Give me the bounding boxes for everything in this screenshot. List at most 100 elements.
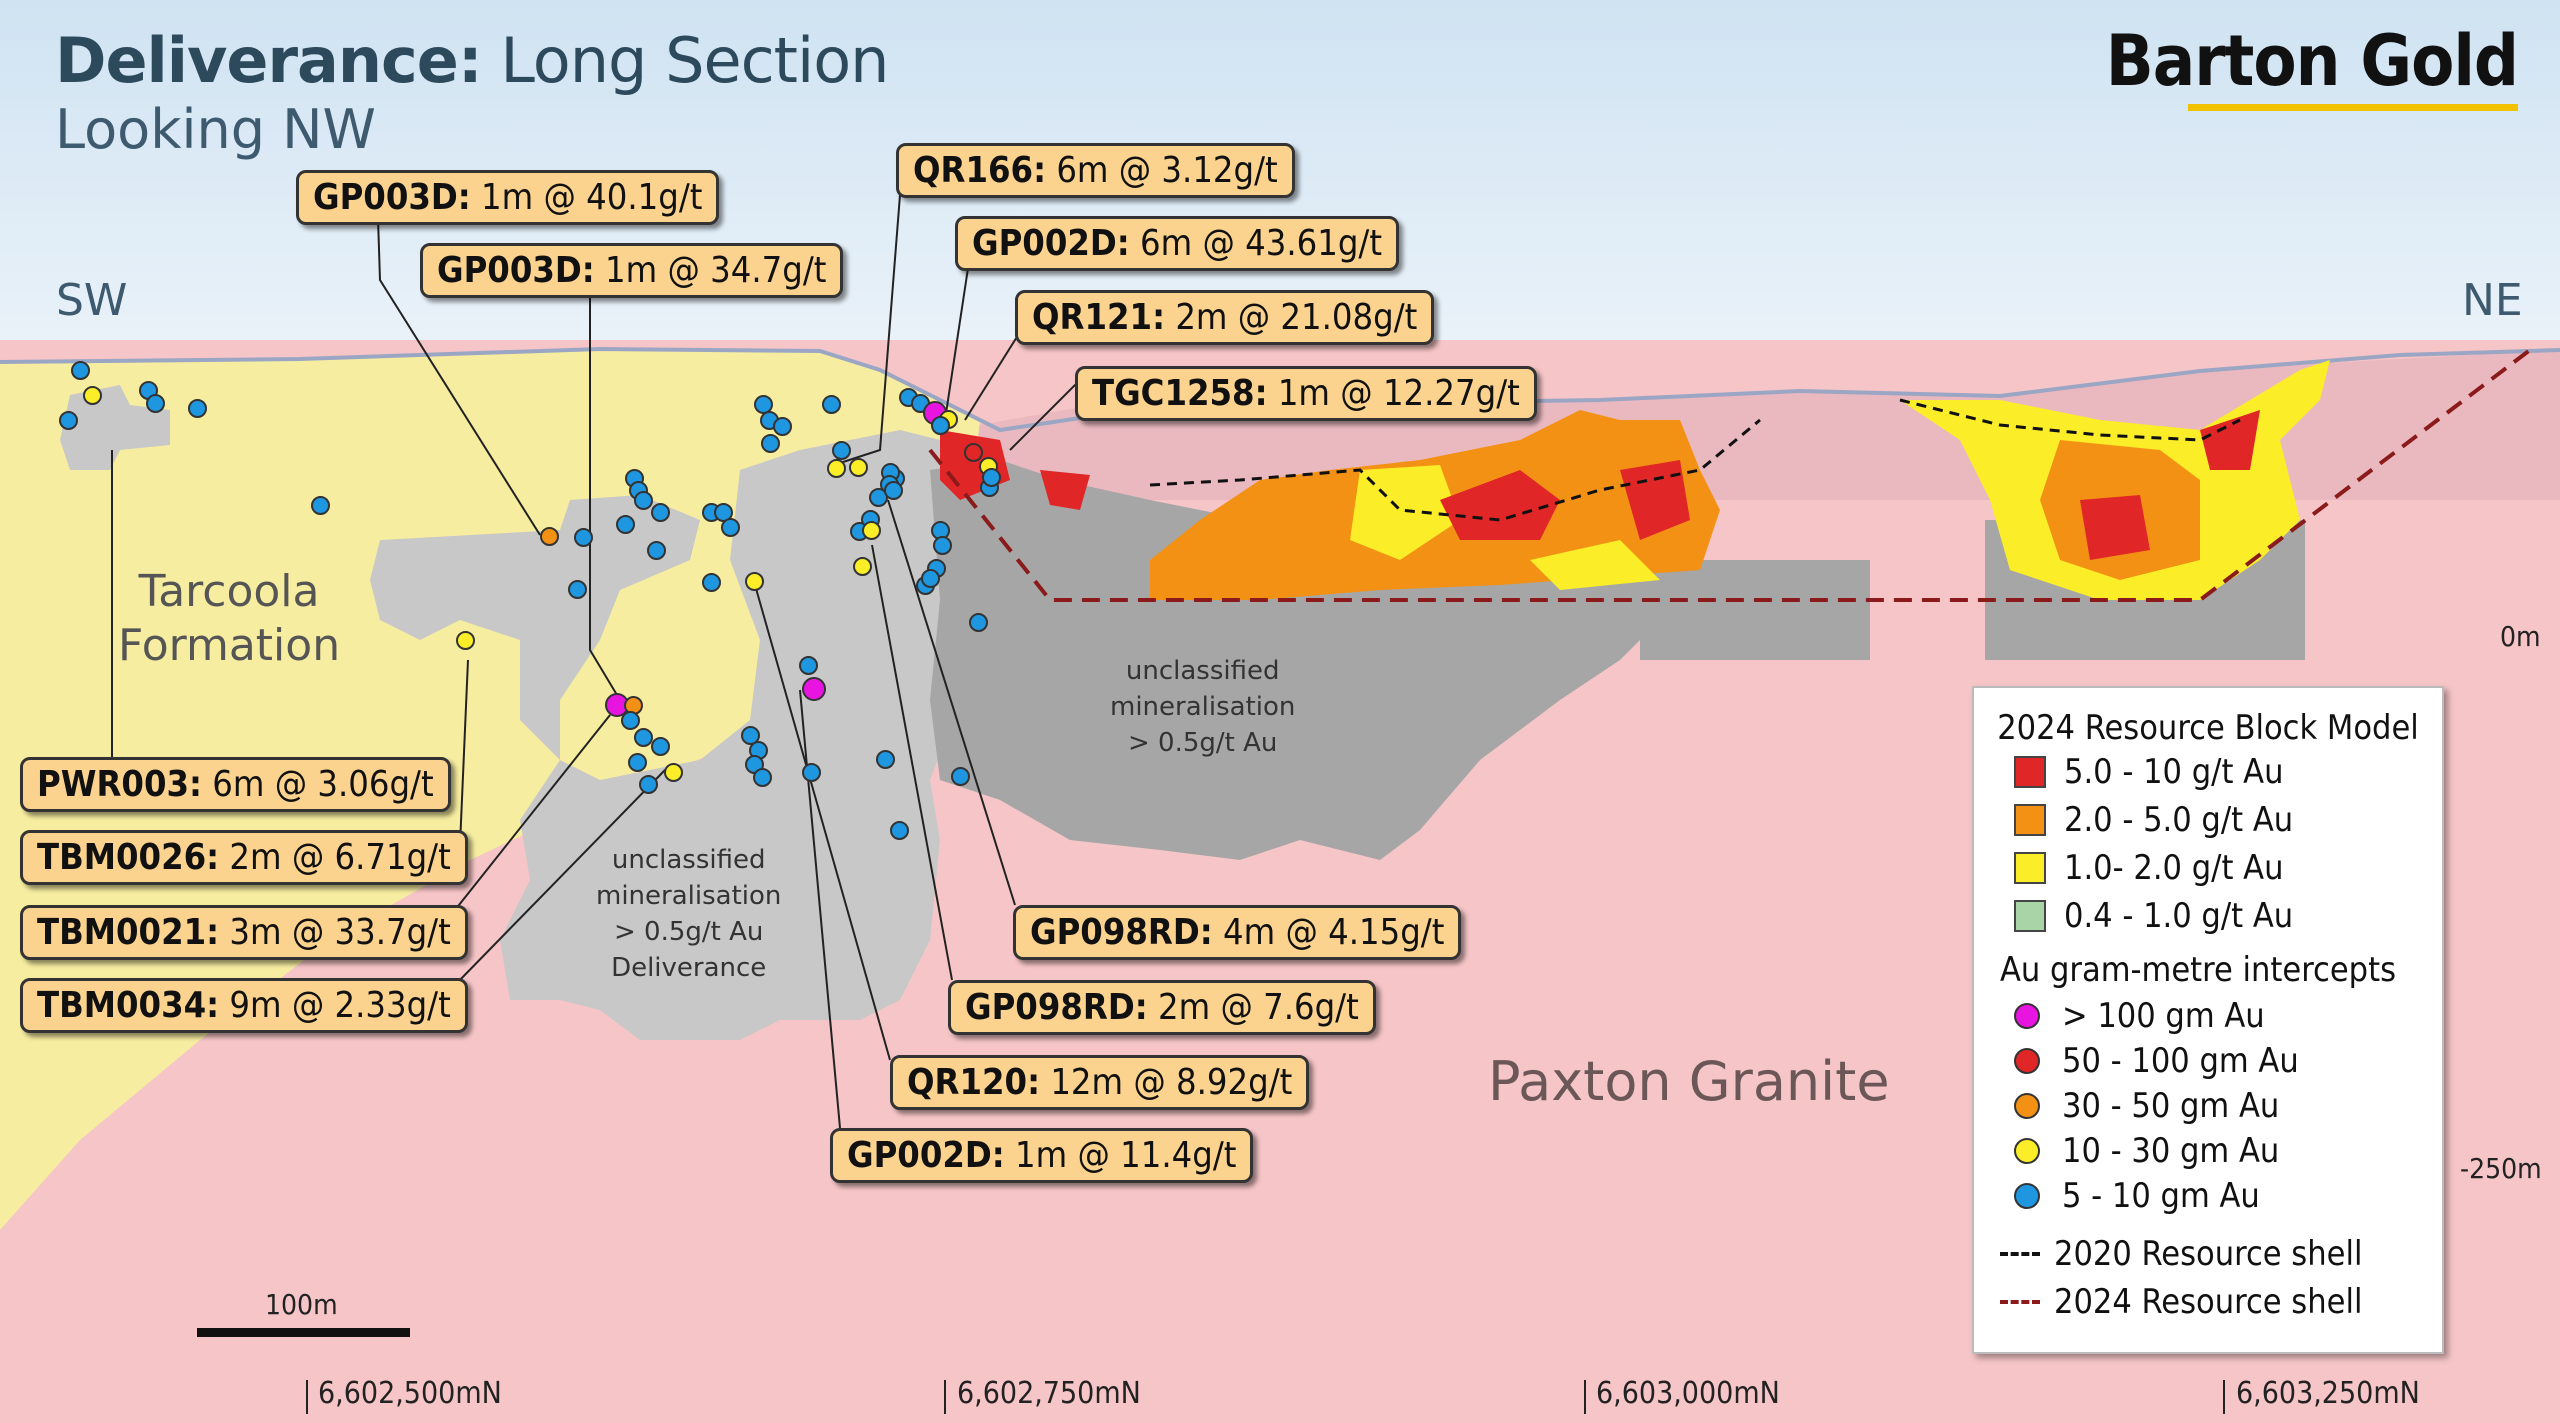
dash-black [2000, 1252, 2040, 1256]
legend-block-yellow: 1.0- 2.0 g/t Au [2014, 848, 2283, 888]
callout-gp098rd-2: GP098RD: 2m @ 7.6g/t [948, 980, 1376, 1035]
intercept-dot [701, 572, 721, 592]
intercept-dot [310, 495, 330, 515]
intercept-dot [930, 415, 950, 435]
intercept-dot [826, 458, 846, 478]
direction-sw: SW [56, 275, 128, 326]
intercept-dot [744, 571, 764, 591]
intercept-dot [58, 410, 78, 430]
brand-logo: Barton Gold [2105, 20, 2519, 102]
northing-tick-3 [1584, 1380, 1586, 1414]
title-rest: Long Section [481, 24, 889, 97]
northing-label-1: 6,602,500mN [318, 1376, 502, 1411]
intercept-dot [852, 556, 872, 576]
unclassified-deliv-line-3: > 0.5g/t Au [614, 917, 764, 947]
northing-tick-2 [944, 1380, 946, 1414]
elevation-0m: 0m [2500, 620, 2541, 653]
unclassified-center-label: unclassified mineralisation > 0.5g/t Au [1110, 653, 1295, 761]
intercept-dot [772, 416, 792, 436]
intercept-dot [573, 527, 593, 547]
direction-ne: NE [2462, 275, 2523, 326]
tarcoola-formation-label: Tarcoola Formation [118, 565, 340, 673]
intercept-dot [932, 535, 952, 555]
block-model-ne-red [2080, 410, 2260, 560]
block-model-yellow-b [1530, 540, 1660, 590]
shell-2020 [1149, 398, 2241, 522]
unclassified-deliv-line-1: unclassified [611, 845, 766, 875]
scale-bar-label: 100m [265, 1288, 338, 1321]
intercept-dot [187, 398, 207, 418]
callout-gp002d-11: GP002D: 1m @ 11.4g/t [830, 1128, 1254, 1183]
legend-intercept-blue: 5 - 10 gm Au [2014, 1176, 2260, 1216]
intercept-dot [875, 749, 895, 769]
dot-blue [2014, 1183, 2040, 1209]
intercept-dot [848, 457, 868, 477]
intercept-dot [798, 655, 818, 675]
intercept-dot [650, 502, 670, 522]
intercept-dot [831, 440, 851, 460]
intercept-dot [70, 360, 90, 380]
legend-block-green: 0.4 - 1.0 g/t Au [2014, 896, 2293, 936]
page-subtitle: Looking NW [55, 98, 376, 161]
callout-gp003d-34: GP003D: 1m @ 34.7g/t [420, 243, 844, 298]
intercept-dot [802, 677, 826, 701]
intercept-dot [663, 762, 683, 782]
northing-tick-4 [2223, 1380, 2225, 1414]
callout-qr121: QR121: 2m @ 21.08g/t [1015, 290, 1435, 345]
swatch-orange [2014, 804, 2046, 836]
tarcoola-line-2: Formation [118, 620, 341, 671]
intercept-dot [720, 517, 740, 537]
intercept-dot [883, 480, 903, 500]
leader-lines [111, 194, 1091, 1129]
northing-label-3: 6,603,000mN [1596, 1376, 1780, 1411]
swatch-green [2014, 900, 2046, 932]
northing-label-4: 6,603,250mN [2236, 1376, 2420, 1411]
northing-label-2: 6,602,750mN [957, 1376, 1141, 1411]
intercept-dot [950, 766, 970, 786]
intercept-dot [968, 612, 988, 632]
legend-block-orange: 2.0 - 5.0 g/t Au [2014, 800, 2293, 840]
legend-intercept-magenta: > 100 gm Au [2014, 996, 2265, 1036]
intercept-dot [615, 514, 635, 534]
intercept-dot [567, 579, 587, 599]
callout-pwr003: PWR003: 6m @ 3.06g/t [20, 757, 451, 812]
intercept-dot [861, 520, 881, 540]
brand-underline [2188, 104, 2518, 111]
callout-gp003d-40: GP003D: 1m @ 40.1g/t [296, 170, 720, 225]
title-bold: Deliverance: [55, 24, 483, 97]
legend-intercept-red: 50 - 100 gm Au [2014, 1041, 2299, 1081]
page-title: Deliverance: Long Section [55, 24, 889, 97]
northing-axis-line [0, 1385, 2560, 1386]
tarcoola-line-1: Tarcoola [138, 566, 320, 617]
legend-shell-2020: 2020 Resource shell [2000, 1234, 2362, 1274]
legend-intercept-title: Au gram-metre intercepts [1999, 950, 2397, 990]
scale-bar [197, 1328, 410, 1337]
mid-grey-block [1640, 560, 1870, 660]
unclassified-deliverance-label: unclassified mineralisation > 0.5g/t Au … [596, 842, 781, 986]
intercept-dot [821, 394, 841, 414]
dot-orange [2014, 1093, 2040, 1119]
callout-tbm0026: TBM0026: 2m @ 6.71g/t [20, 830, 468, 885]
intercept-dot [539, 526, 559, 546]
block-model-red-b [1620, 460, 1690, 540]
callout-qr166: QR166: 6m @ 3.12g/t [896, 143, 1295, 198]
callout-qr120: QR120: 12m @ 8.92g/t [890, 1055, 1310, 1110]
intercept-dot [145, 393, 165, 413]
intercept-dot [620, 710, 640, 730]
northing-tick-1 [306, 1380, 308, 1414]
unclassified-deliv-line-2: mineralisation [596, 881, 782, 911]
dot-magenta [2014, 1003, 2040, 1029]
legend-shell-2024: 2024 Resource shell [2000, 1282, 2362, 1322]
intercept-dot [801, 762, 821, 782]
intercept-dot [740, 725, 760, 745]
legend-intercept-orange: 30 - 50 gm Au [2014, 1086, 2279, 1126]
deliverance-unclassified-mineralisation [60, 385, 960, 1040]
shell-2024 [928, 348, 2532, 602]
intercept-dot [627, 752, 647, 772]
dash-red [2000, 1300, 2040, 1304]
dot-yellow [2014, 1138, 2040, 1164]
intercept-dot [920, 568, 940, 588]
intercept-dot [889, 820, 909, 840]
intercept-dot [455, 630, 475, 650]
intercept-dot [633, 490, 653, 510]
